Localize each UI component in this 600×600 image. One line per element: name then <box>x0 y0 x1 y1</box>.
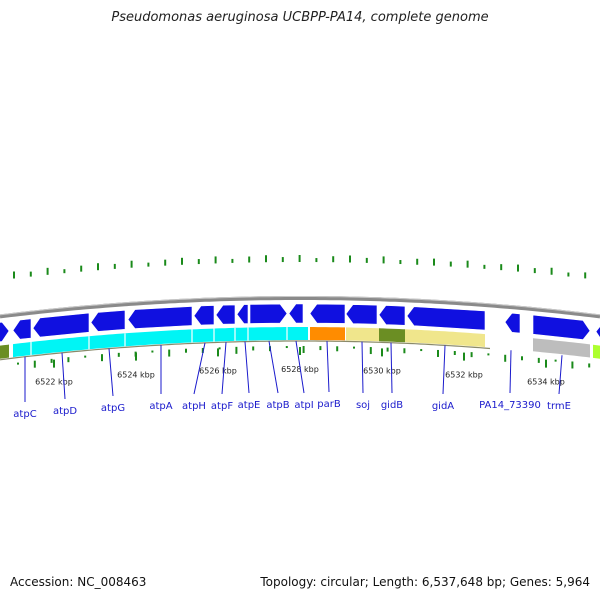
gene-leader-line <box>193 342 206 395</box>
gene-leader-line <box>295 340 305 394</box>
gene-label-atpc: atpC <box>13 409 36 420</box>
cds-arrow <box>249 303 288 324</box>
gene-leader-line <box>268 341 279 394</box>
gene-label-trme: trmE <box>547 401 571 412</box>
genome-summary-text: Topology: circular; Length: 6,537,648 bp… <box>260 575 590 589</box>
scale-tick-label: 6534 kbp <box>527 378 565 387</box>
cds-arrow <box>12 318 32 340</box>
cds-arrow <box>309 303 346 324</box>
scale-tick-label: 6524 kbp <box>117 371 155 380</box>
cog-segment <box>533 338 590 358</box>
gene-leader-line <box>509 350 512 394</box>
gene-label-soj: soj <box>356 400 370 411</box>
cds-track <box>0 303 600 342</box>
cds-arrow <box>345 304 378 325</box>
gene-label-atpa: atpA <box>149 401 172 412</box>
cds-arrow <box>595 326 600 339</box>
backbone-line <box>0 296 600 319</box>
cds-arrow <box>90 309 126 332</box>
gene-leader-line <box>221 342 227 395</box>
scale-tick-label: 6522 kbp <box>35 378 73 387</box>
cog-segment <box>405 329 485 348</box>
gene-leader-line <box>390 342 393 394</box>
scale-tick-label: 6532 kbp <box>445 371 483 380</box>
gene-label-parb: parB <box>317 399 341 410</box>
cog-segment <box>379 328 405 343</box>
gc-skew-outer-track <box>13 255 587 279</box>
backbone-highlight <box>0 296 600 316</box>
cds-arrow <box>378 305 406 326</box>
gene-label-atpi: atpI <box>294 400 313 411</box>
gene-label-atph: atpH <box>182 401 206 412</box>
cds-arrow <box>236 304 249 324</box>
gene-leader-line <box>558 355 563 395</box>
scale-tick-label: 6530 kbp <box>363 366 401 375</box>
gene-label-pa14_73390: PA14_73390 <box>479 400 541 411</box>
gene-leader-line <box>108 348 114 397</box>
cog-segment <box>593 344 600 359</box>
backbone-track <box>0 296 600 319</box>
gene-label-atpd: atpD <box>53 406 77 417</box>
accession-text: Accession: NC_008463 <box>10 575 147 589</box>
gene-label-gidb: gidB <box>381 400 403 411</box>
cds-arrow <box>127 306 193 329</box>
cog-segment <box>310 327 345 341</box>
cds-arrow <box>0 321 10 342</box>
gene-label-atpe: atpE <box>238 400 261 411</box>
cds-arrow <box>504 312 521 334</box>
cog-track <box>0 327 600 361</box>
cds-arrow <box>532 314 591 340</box>
cog-segment <box>0 344 9 359</box>
gene-label-gida: gidA <box>432 401 454 412</box>
gene-leader-line <box>442 345 446 395</box>
scale-tick-label: 6526 kbp <box>199 366 237 375</box>
gene-label-atpb: atpB <box>266 400 289 411</box>
cog-baseline <box>0 340 491 361</box>
gene-leader-line <box>244 341 250 394</box>
cds-arrow <box>215 304 236 325</box>
cog-segment <box>346 327 379 342</box>
cds-arrow <box>193 305 215 326</box>
cds-arrow <box>406 306 486 331</box>
map-title: Pseudomonas aeruginosa UCBPP-PA14, compl… <box>111 10 489 25</box>
gene-label-atpf: atpF <box>211 401 233 412</box>
gene-leader-line <box>326 341 330 393</box>
gene-labels: atpC atpD atpG atpA atpH atpF atpE atpB atpI parB… <box>13 340 571 420</box>
gene-leader-line <box>61 352 66 400</box>
gene-label-atpg: atpG <box>101 403 125 414</box>
cds-arrow <box>288 303 304 324</box>
gene-leader-line <box>361 341 364 394</box>
cog-segment <box>13 327 308 358</box>
cds-arrow <box>32 312 90 338</box>
